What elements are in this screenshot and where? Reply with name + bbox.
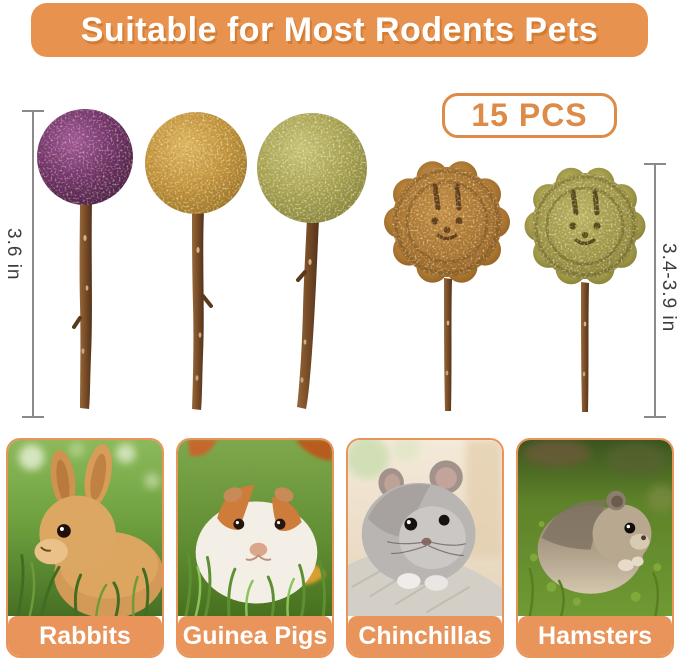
left-dimension-top-cap xyxy=(22,110,44,112)
guinea-pigs-label-band: Guinea Pigs xyxy=(178,616,332,656)
left-dimension-line xyxy=(32,110,34,417)
rabbits-label-band: Rabbits xyxy=(8,616,162,656)
animal-card-guinea-pigs: Guinea Pigs xyxy=(176,438,334,658)
green-bunny-cookie-treat-image xyxy=(520,164,650,416)
golden-ball-treat-image xyxy=(143,110,249,414)
animal-card-hamsters: Hamsters xyxy=(516,438,674,658)
chinchillas-label-band: Chinchillas xyxy=(348,616,502,656)
hamsters-label-band: Hamsters xyxy=(518,616,672,656)
right-dimension-top-cap xyxy=(644,163,666,165)
animal-card-chinchillas: Chinchillas xyxy=(346,438,504,658)
brown-bunny-cookie-treat-image xyxy=(383,158,513,416)
rabbits-photo xyxy=(8,440,162,616)
guinea-pigs-label: Guinea Pigs xyxy=(182,621,328,650)
green-ball-treat-image xyxy=(255,112,371,414)
banner: Suitable for Most Rodents Pets xyxy=(31,3,648,57)
pcs-badge-text: 15 PCS xyxy=(471,97,588,133)
animal-card-rabbits: Rabbits xyxy=(6,438,164,658)
rabbits-label: Rabbits xyxy=(39,621,131,650)
animal-cards-row: Rabbits xyxy=(6,438,674,658)
right-dimension-label: 3.4-3.9 in xyxy=(658,243,679,333)
right-dimension-bottom-cap xyxy=(644,416,666,418)
hamsters-photo xyxy=(518,440,672,616)
left-dimension-bottom-cap xyxy=(22,416,44,418)
pcs-badge: 15 PCS xyxy=(442,93,617,138)
purple-ball-treat-image xyxy=(33,106,139,414)
chinchillas-photo xyxy=(348,440,502,616)
left-dimension-label: 3.6 in xyxy=(3,228,24,281)
chinchillas-label: Chinchillas xyxy=(358,621,492,650)
hamsters-label: Hamsters xyxy=(538,621,652,650)
right-dimension-line xyxy=(654,163,656,417)
banner-text: Suitable for Most Rodents Pets xyxy=(80,10,599,49)
guinea-pigs-photo xyxy=(178,440,332,616)
